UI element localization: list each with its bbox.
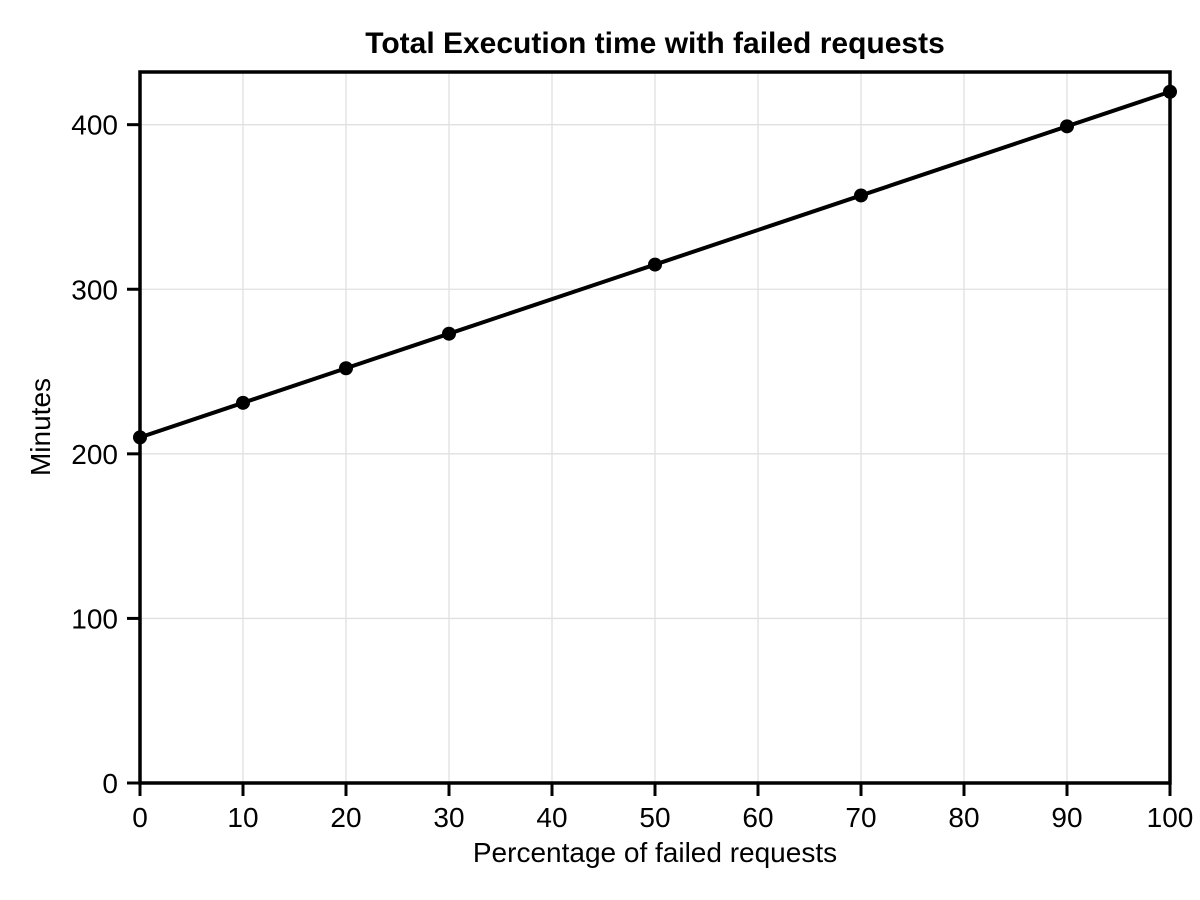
tick-labels: 0 10 20 30 40 50 60 70 80 90 100 0 100 200 300 400: [71, 110, 1193, 833]
data-series: [133, 84, 1177, 445]
y-axis-label: Minutes: [25, 378, 56, 476]
data-line: [138, 89, 1172, 440]
x-tick-label: 0: [132, 802, 148, 833]
x-tick-label: 20: [330, 802, 361, 833]
x-tick-label: 100: [1147, 802, 1194, 833]
data-point: [339, 361, 353, 376]
x-axis-label: Percentage of failed requests: [473, 837, 837, 868]
chart-title: Total Execution time with failed request…: [365, 27, 945, 60]
x-tick-label: 10: [227, 802, 258, 833]
x-tick-label: 50: [639, 802, 670, 833]
tick-marks: [127, 123, 1172, 796]
data-point: [648, 257, 662, 272]
data-point: [442, 326, 456, 341]
y-tick-label: 100: [71, 603, 118, 634]
y-tick-label: 200: [71, 439, 118, 470]
x-tick-label: 90: [1051, 802, 1082, 833]
x-tick-label: 80: [948, 802, 979, 833]
y-tick-label: 400: [71, 110, 118, 141]
data-point: [236, 395, 250, 410]
data-point: [854, 188, 868, 203]
data-point: [1060, 119, 1074, 134]
x-tick-label: 60: [742, 802, 773, 833]
x-tick-label: 40: [536, 802, 567, 833]
gridlines: [139, 72, 1171, 783]
y-tick-label: 300: [71, 274, 118, 305]
y-tick-label: 0: [102, 768, 118, 799]
x-tick-label: 70: [845, 802, 876, 833]
x-tick-label: 30: [433, 802, 464, 833]
